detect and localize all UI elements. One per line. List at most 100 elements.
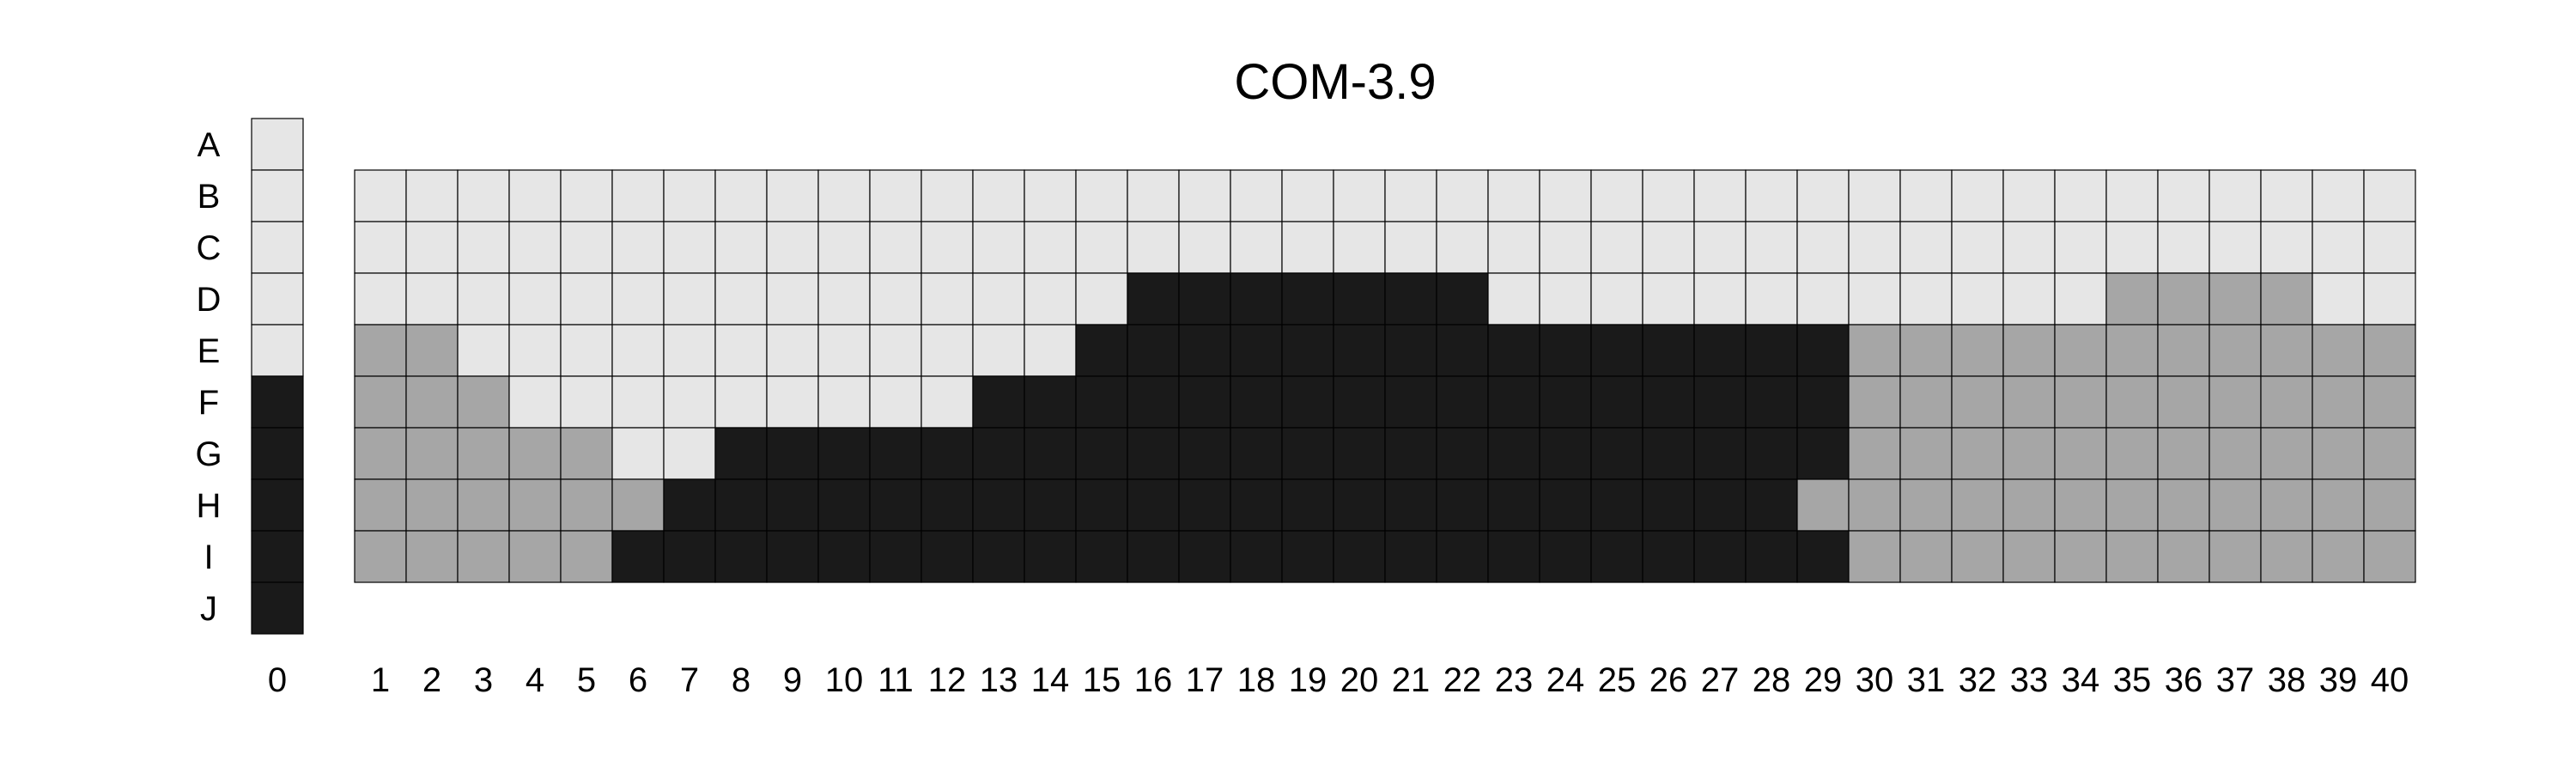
cell-c-26 (1642, 221, 1695, 274)
cell-d-8 (714, 272, 768, 326)
cell-e-38 (2260, 324, 2313, 377)
cell-d-36 (2157, 272, 2210, 326)
column-label-17: 17 (1186, 661, 1224, 699)
row-label-d: D (197, 281, 222, 319)
cell-g-34 (2054, 427, 2107, 480)
cell-e-1 (354, 324, 407, 377)
column-label-19: 19 (1289, 661, 1327, 699)
cell-b-39 (2312, 169, 2365, 222)
cell-f-21 (1384, 375, 1437, 429)
cell-f-31 (1899, 375, 1953, 429)
cell-g-3 (457, 427, 510, 480)
cell-c-2 (405, 221, 459, 274)
cell-d-15 (1075, 272, 1128, 326)
cell-h-21 (1384, 478, 1437, 532)
cell-g-5 (560, 427, 613, 480)
cell-d-21 (1384, 272, 1437, 326)
cell-i-21 (1384, 530, 1437, 583)
cell-g-9 (766, 427, 819, 480)
cell-e-3 (457, 324, 510, 377)
column-label-1: 1 (371, 661, 390, 699)
cell-e-22 (1436, 324, 1489, 377)
cell-e-8 (714, 324, 768, 377)
cell-c-20 (1333, 221, 1386, 274)
cell-c-9 (766, 221, 819, 274)
cell-f-32 (1951, 375, 2004, 429)
cell-e-29 (1796, 324, 1850, 377)
cell-e-28 (1745, 324, 1798, 377)
cell-d-10 (817, 272, 871, 326)
column-label-21: 21 (1392, 661, 1431, 699)
cell-h-30 (1848, 478, 1901, 532)
cell-c-11 (869, 221, 922, 274)
cell-e-26 (1642, 324, 1695, 377)
cell-h-32 (1951, 478, 2004, 532)
cell-f-13 (972, 375, 1025, 429)
row-label-i: I (204, 539, 213, 576)
cell-c-25 (1590, 221, 1643, 274)
cell-b-9 (766, 169, 819, 222)
cell-c-4 (508, 221, 562, 274)
cell-b-36 (2157, 169, 2210, 222)
row-label-h: H (197, 487, 222, 525)
cell-c-7 (663, 221, 716, 274)
cell-h-31 (1899, 478, 1953, 532)
column-label-15: 15 (1083, 661, 1121, 699)
cell-b-30 (1848, 169, 1901, 222)
chart-title: COM-3.9 (1234, 54, 1436, 110)
cell-f-24 (1539, 375, 1592, 429)
cell-f-9 (766, 375, 819, 429)
cell-i-32 (1951, 530, 2004, 583)
cell-i-20 (1333, 530, 1386, 583)
cell-b-7 (663, 169, 716, 222)
cell-h-10 (817, 478, 871, 532)
cell-i-38 (2260, 530, 2313, 583)
cell-d-23 (1487, 272, 1540, 326)
cell-c-16 (1127, 221, 1180, 274)
column-label-31: 31 (1907, 661, 1946, 699)
cell-h-7 (663, 478, 716, 532)
cell-g-23 (1487, 427, 1540, 480)
cell-f-2 (405, 375, 459, 429)
cell-g-32 (1951, 427, 2004, 480)
column-label-14: 14 (1031, 661, 1070, 699)
cell-i-33 (2002, 530, 2056, 583)
cell-h-2 (405, 478, 459, 532)
cell-d-30 (1848, 272, 1901, 326)
cell-g-8 (714, 427, 768, 480)
cell-d-27 (1693, 272, 1747, 326)
cell-b-22 (1436, 169, 1489, 222)
cell-f-29 (1796, 375, 1850, 429)
cell-h-33 (2002, 478, 2056, 532)
cell-e-37 (2208, 324, 2262, 377)
cell-b-10 (817, 169, 871, 222)
cell-b-40 (2363, 169, 2416, 222)
cell-d-18 (1230, 272, 1283, 326)
cell-e-4 (508, 324, 562, 377)
cell-f-14 (1024, 375, 1077, 429)
cell-h-38 (2260, 478, 2313, 532)
column-label-35: 35 (2113, 661, 2152, 699)
cell-c-36 (2157, 221, 2210, 274)
cell-f-20 (1333, 375, 1386, 429)
cell-d-35 (2105, 272, 2159, 326)
cell-h-12 (920, 478, 974, 532)
cell-h-39 (2312, 478, 2365, 532)
column-label-9: 9 (783, 661, 802, 699)
cell-c-24 (1539, 221, 1592, 274)
cell-d-33 (2002, 272, 2056, 326)
cell-f-34 (2054, 375, 2107, 429)
column-label-27: 27 (1701, 661, 1740, 699)
cell-d-22 (1436, 272, 1489, 326)
row-label-e: E (197, 332, 221, 370)
cell-g-35 (2105, 427, 2159, 480)
column-label-5: 5 (577, 661, 596, 699)
cell-g-27 (1693, 427, 1747, 480)
cell-e-20 (1333, 324, 1386, 377)
cell-b-16 (1127, 169, 1180, 222)
column-label-12: 12 (928, 661, 967, 699)
cell-e-32 (1951, 324, 2004, 377)
ref-cell-h (251, 478, 304, 532)
ref-cell-f (251, 375, 304, 429)
cell-b-26 (1642, 169, 1695, 222)
